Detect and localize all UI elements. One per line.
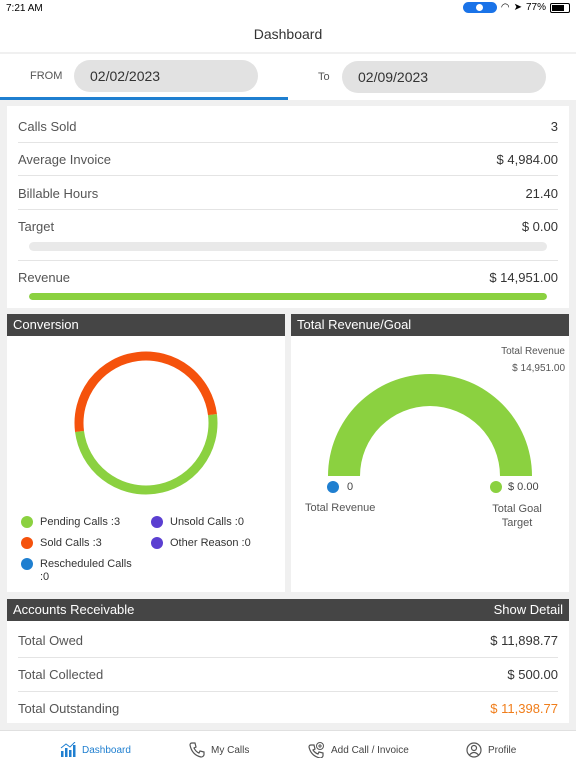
total-outstanding-row: Total Outstanding $ 11,398.77 xyxy=(18,691,558,725)
location-arrow-icon: ➤ xyxy=(513,2,522,13)
revenue-goal-title: Total Revenue/Goal xyxy=(297,317,412,332)
page-title: Dashboard xyxy=(0,16,576,52)
tab-bar: Dashboard My Calls Add Call / Invoice Pr… xyxy=(0,730,576,768)
battery-percent: 77% xyxy=(525,2,546,13)
status-time: 7:21 AM xyxy=(6,3,43,14)
wifi-icon: ◠ xyxy=(500,2,510,13)
rescheduled-dot-icon xyxy=(21,558,33,570)
gauge-right-label: Total Goal Target xyxy=(492,503,542,529)
other-dot-icon xyxy=(151,537,163,549)
calls-sold-value: 3 xyxy=(550,118,558,134)
tab-my-calls[interactable]: My Calls xyxy=(189,731,249,768)
total-owed-row: Total Owed $ 11,898.77 xyxy=(18,624,558,658)
tab-add-call-label: Add Call / Invoice xyxy=(331,744,409,756)
from-label: FROM xyxy=(30,69,63,82)
summary-card: Calls Sold 3 Average Invoice $ 4,984.00 … xyxy=(7,106,569,308)
phone-icon xyxy=(189,742,205,758)
revenue-gauge-arc xyxy=(328,374,532,476)
to-label: To xyxy=(318,71,330,83)
from-date-tab[interactable]: FROM 02/02/2023 xyxy=(0,54,288,100)
conversion-title: Conversion xyxy=(13,317,79,332)
revenue-goal-header: Total Revenue/Goal xyxy=(291,314,569,336)
billable-hours-row: Billable Hours 21.40 xyxy=(18,177,558,210)
total-owed-value: $ 11,898.77 xyxy=(490,633,558,648)
revenue-value: $ 14,951.00 xyxy=(489,269,558,285)
revenue-caption-value: $ 14,951.00 xyxy=(512,363,565,374)
status-icons: ◠ ➤ 77% xyxy=(462,2,570,13)
donut-slice-pending xyxy=(75,414,218,495)
average-invoice-value: $ 4,984.00 xyxy=(496,151,558,167)
gauge-left-value: 0 xyxy=(347,481,354,493)
revenue-progress-fill xyxy=(29,293,547,300)
conversion-legend: Pending Calls :3 Unsold Calls :0 Sold Ca… xyxy=(21,516,281,586)
legend-unsold-label: Unsold Calls :0 xyxy=(170,516,244,528)
gauge-left-label: Total Revenue xyxy=(305,502,376,514)
status-bar: 7:21 AM ◠ ➤ 77% xyxy=(0,0,576,16)
total-collected-label: Total Collected xyxy=(18,667,104,682)
target-row: Target $ 0.00 xyxy=(18,210,558,243)
target-progress-bar xyxy=(29,242,547,251)
to-date-field[interactable]: 02/09/2023 xyxy=(342,61,546,93)
target-value: $ 0.00 xyxy=(521,219,558,234)
tab-profile[interactable]: Profile xyxy=(466,731,516,768)
revenue-gauge-chart xyxy=(328,374,532,476)
calls-sold-row: Calls Sold 3 xyxy=(18,110,558,143)
sold-dot-icon xyxy=(21,537,33,549)
to-date-tab[interactable]: To 02/09/2023 xyxy=(288,54,576,100)
average-invoice-label: Average Invoice xyxy=(18,151,111,167)
pending-dot-icon xyxy=(21,516,33,528)
goal-dot-icon xyxy=(490,481,502,493)
tab-my-calls-label: My Calls xyxy=(211,744,250,756)
legend-other: Other Reason :0 xyxy=(151,537,251,550)
legend-rescheduled-label: Rescheduled Calls :0 xyxy=(40,558,132,583)
accounts-receivable-header: Accounts Receivable Show Detail xyxy=(7,599,569,621)
revenue-caption-label: Total Revenue xyxy=(501,346,565,357)
donut-slice-sold xyxy=(74,351,217,432)
total-owed-label: Total Owed xyxy=(18,633,84,648)
tab-profile-label: Profile xyxy=(488,744,517,756)
revenue-progress-bar xyxy=(29,293,547,300)
gauge-right-value: $ 0.00 xyxy=(508,481,539,493)
battery-icon xyxy=(550,2,570,13)
total-revenue-dot-icon xyxy=(327,481,339,493)
total-outstanding-value: $ 11,398.77 xyxy=(490,700,558,716)
date-range-bar: FROM 02/02/2023 To 02/09/2023 xyxy=(0,54,576,100)
revenue-label: Revenue xyxy=(18,269,71,285)
gauge-left-legend: 0 xyxy=(327,481,353,493)
billable-hours-value: 21.40 xyxy=(525,185,558,201)
location-pill-icon xyxy=(462,2,497,13)
legend-pending-label: Pending Calls :3 xyxy=(40,516,121,528)
accounts-receivable-title: Accounts Receivable xyxy=(13,602,135,617)
gauge-right-legend: $ 0.00 xyxy=(490,481,539,493)
legend-pending: Pending Calls :3 xyxy=(21,516,120,529)
revenue-row: Revenue $ 14,951.00 xyxy=(18,260,558,293)
conversion-donut-chart xyxy=(74,351,218,495)
billable-hours-label: Billable Hours xyxy=(18,185,99,201)
total-outstanding-label: Total Outstanding xyxy=(18,700,120,716)
tab-dashboard-label: Dashboard xyxy=(82,744,131,756)
conversion-header: Conversion xyxy=(7,314,285,336)
from-date-field[interactable]: 02/02/2023 xyxy=(74,59,258,92)
conversion-panel: Conversion Pending Calls :3 Unsold Calls… xyxy=(7,314,285,592)
add-call-icon xyxy=(308,742,324,758)
unsold-dot-icon xyxy=(151,516,163,528)
accounts-receivable-card: Accounts Receivable Show Detail Total Ow… xyxy=(7,599,569,723)
total-collected-row: Total Collected $ 500.00 xyxy=(18,658,558,692)
legend-other-label: Other Reason :0 xyxy=(170,537,251,549)
legend-unsold: Unsold Calls :0 xyxy=(151,516,244,529)
legend-sold: Sold Calls :3 xyxy=(21,537,102,550)
tab-add-call[interactable]: Add Call / Invoice xyxy=(308,731,409,768)
profile-icon xyxy=(466,742,482,758)
average-invoice-row: Average Invoice $ 4,984.00 xyxy=(18,143,558,176)
total-collected-value: $ 500.00 xyxy=(507,667,558,682)
calls-sold-label: Calls Sold xyxy=(18,118,77,134)
target-label: Target xyxy=(18,219,55,234)
revenue-goal-panel: Total Revenue/Goal Total Revenue $ 14,95… xyxy=(291,314,569,592)
legend-sold-label: Sold Calls :3 xyxy=(40,537,102,549)
dashboard-chart-icon xyxy=(60,742,76,757)
tab-dashboard[interactable]: Dashboard xyxy=(60,731,131,768)
revenue-caption: Total Revenue $ 14,951.00 xyxy=(501,343,565,377)
show-detail-link[interactable]: Show Detail xyxy=(493,602,563,617)
legend-rescheduled: Rescheduled Calls :0 xyxy=(21,558,132,584)
